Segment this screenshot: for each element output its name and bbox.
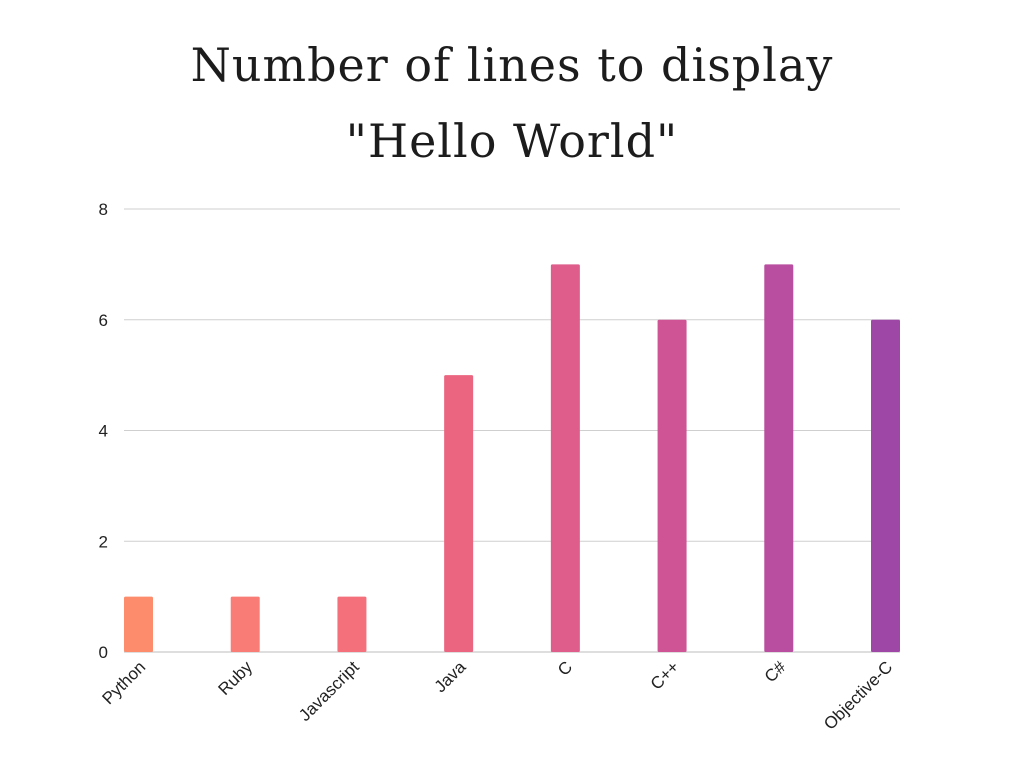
x-category-label: Objective-C bbox=[820, 657, 896, 733]
bar-java bbox=[444, 375, 474, 652]
x-category-label: Javascript bbox=[295, 657, 363, 725]
bar-objective-c bbox=[871, 319, 900, 652]
x-axis-categories: Python Ruby Javascript Java C C++ C# Objective-… bbox=[98, 657, 896, 734]
chart-subtitle: "Hello World" bbox=[345, 114, 679, 168]
bar-python bbox=[124, 596, 153, 652]
y-tick-label: 8 bbox=[99, 200, 108, 219]
bar-c- bbox=[657, 319, 687, 652]
y-tick-label: 0 bbox=[99, 643, 108, 662]
x-category-label: Ruby bbox=[215, 657, 257, 699]
x-category-label: Python bbox=[98, 657, 149, 708]
x-category-label: C# bbox=[761, 657, 790, 686]
bar-javascript bbox=[337, 596, 367, 652]
y-tick-label: 2 bbox=[99, 532, 108, 551]
y-tick-label: 6 bbox=[99, 311, 108, 330]
chart-title: Number of lines to display bbox=[190, 38, 834, 92]
y-tick-label: 4 bbox=[99, 422, 108, 441]
bars bbox=[124, 264, 900, 652]
bar-ruby bbox=[230, 596, 260, 652]
bar-c bbox=[550, 264, 580, 652]
x-category-label: Java bbox=[431, 657, 470, 696]
x-category-label: C bbox=[554, 657, 576, 679]
bar-c- bbox=[764, 264, 794, 652]
y-axis-ticks: 0 2 4 6 8 bbox=[99, 200, 108, 662]
x-category-label: C++ bbox=[647, 657, 683, 693]
